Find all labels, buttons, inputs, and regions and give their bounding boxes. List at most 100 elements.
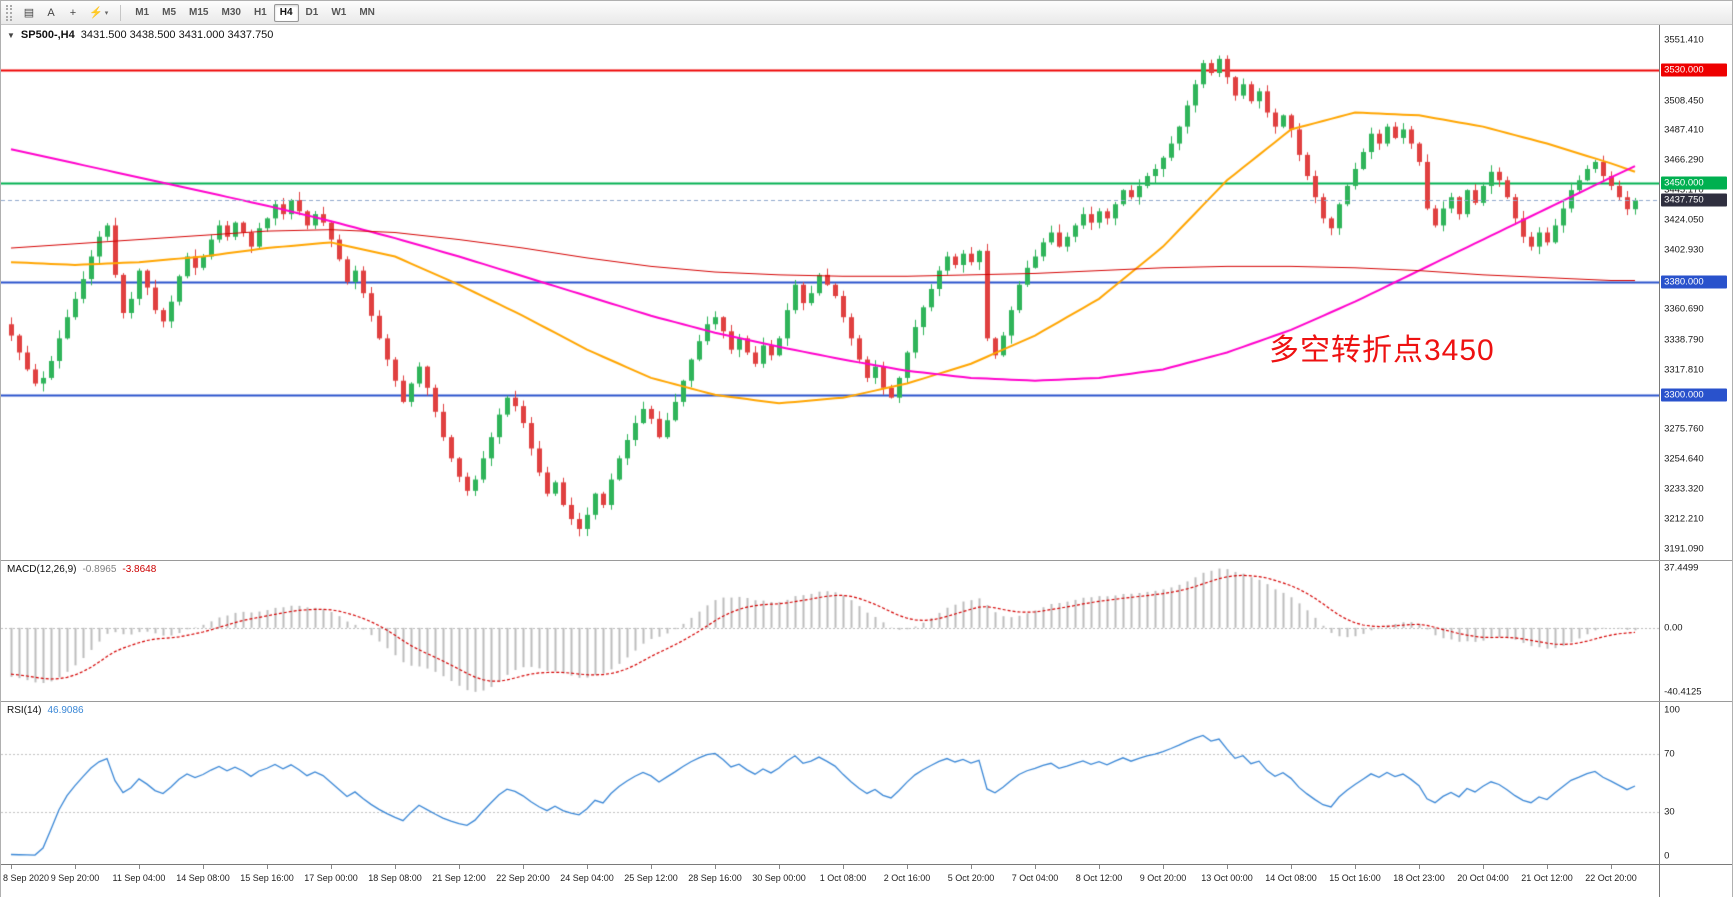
price-axis[interactable]: 3551.410 3508.450 3487.410 3466.290 3445.170… [1659,25,1732,560]
time-tick-mark [203,865,204,869]
time-label: 1 Oct 08:00 [819,873,867,883]
price-badge[interactable]: 3530.000 [1661,63,1728,77]
time-tick-mark [1355,865,1356,869]
time-tick-mark [1291,865,1292,869]
time-tick-mark [715,865,716,869]
rsi-canvas[interactable] [1,702,1660,864]
time-tick-mark [907,865,908,869]
lightning-icon: ⚡ [89,7,103,19]
collapse-icon[interactable]: ▼ [7,30,15,40]
time-label: 20 Oct 04:00 [1457,873,1509,883]
cursor-a-label: A [47,6,55,19]
macd-name: MACD(12,26,9) [7,564,77,575]
toolbar: ▤ A + ⚡ ▾ M1 M5 M15 M30 H1 H4 D1 W1 MN [1,1,1732,25]
time-tick-mark [1227,865,1228,869]
time-label: 11 Sep 04:00 [112,873,166,883]
time-label: 18 Oct 23:00 [1393,873,1445,883]
chart-list-icon[interactable]: ▤ [19,3,39,23]
time-label: 14 Oct 08:00 [1265,873,1317,883]
symbol-period-label: SP500-,H4 [20,29,75,41]
price-tick: 3487.410 [1664,124,1704,136]
time-tick-mark [459,865,460,869]
timeframe-w1[interactable]: W1 [331,7,347,18]
time-tick-mark [779,865,780,869]
macd-axis[interactable]: 37.4499 0.00 -40.4125 [1659,561,1732,701]
timeframe-mn[interactable]: MN [359,7,375,18]
time-label: 5 Oct 20:00 [947,873,995,883]
rsi-label: RSI(14) 46.9086 [7,705,84,716]
chevron-down-icon: ▾ [104,9,109,17]
main-chart-row: ▼ SP500-,H4 3431.500 3438.500 3431.000 3… [1,25,1732,560]
time-label: 22 Oct 20:00 [1585,873,1637,883]
price-tick: 3551.410 [1664,34,1704,46]
price-tick: 3402.930 [1664,244,1704,256]
price-badge[interactable]: 3437.750 [1661,193,1728,207]
crosshair-icon[interactable]: + [63,3,83,23]
time-label: 22 Sep 20:00 [496,873,550,883]
time-label: 7 Oct 04:00 [1011,873,1059,883]
toolbar-separator [120,4,122,21]
macd-plot[interactable]: MACD(12,26,9) -0.8965 -3.8648 [1,561,1660,701]
timeframe-m1[interactable]: M1 [135,7,150,18]
toolbar-drag-handle[interactable] [6,4,12,21]
time-tick-mark [267,865,268,869]
time-label: 8 Sep 2020 [3,873,50,883]
macd-tick: 37.4499 [1664,562,1699,574]
macd-label: MACD(12,26,9) -0.8965 -3.8648 [7,564,156,575]
time-axis-row: 8 Sep 2020 9 Sep 20:00 11 Sep 04:00 14 Sep … [1,864,1732,897]
axis-corner [1659,865,1732,897]
time-label: 28 Sep 16:00 [688,873,742,883]
price-tick: 3508.450 [1664,95,1704,107]
rsi-axis[interactable]: 100 70 30 0 [1659,702,1732,864]
timeframe-h1[interactable]: H1 [253,7,267,18]
crosshair-glyph: + [69,6,77,19]
rsi-tick: 70 [1664,748,1675,760]
ohlc-values: 3431.500 3438.500 3431.000 3437.750 [80,29,274,41]
time-tick-mark [651,865,652,869]
timeframe-m30[interactable]: M30 [221,7,241,18]
price-badge[interactable]: 3450.000 [1661,176,1728,190]
time-label: 15 Sep 16:00 [240,873,294,883]
rsi-value: 46.9086 [47,705,84,716]
cursor-a-button[interactable]: A [41,3,61,23]
macd-panel-row: MACD(12,26,9) -0.8965 -3.8648 37.4499 0.00 -… [1,560,1732,701]
price-badge[interactable]: 3300.000 [1661,388,1728,402]
time-label: 9 Sep 20:00 [50,873,100,883]
rsi-panel-row: RSI(14) 46.9086 100 70 30 0 [1,701,1732,864]
time-tick-mark [1099,865,1100,869]
time-label: 17 Sep 00:00 [304,873,358,883]
time-tick-mark [1163,865,1164,869]
timeframe-d1[interactable]: D1 [305,7,319,18]
macd-canvas[interactable] [1,561,1660,701]
time-label: 8 Oct 12:00 [1075,873,1123,883]
time-tick-mark [75,865,76,869]
price-badge[interactable]: 3380.000 [1661,275,1728,289]
timeframe-h4[interactable]: H4 [273,3,299,22]
main-chart-canvas[interactable] [1,25,1660,560]
macd-value-main: -0.8965 [82,564,117,575]
timeframe-m5[interactable]: M5 [162,7,177,18]
rsi-name: RSI(14) [7,705,42,716]
time-label: 30 Sep 00:00 [752,873,806,883]
price-tick: 3317.810 [1664,364,1704,376]
price-tick: 3191.090 [1664,543,1704,555]
time-axis[interactable]: 8 Sep 2020 9 Sep 20:00 11 Sep 04:00 14 Sep … [1,865,1659,897]
time-label: 18 Sep 08:00 [368,873,422,883]
timeframe-m15[interactable]: M15 [189,7,209,18]
time-tick-mark [395,865,396,869]
main-chart-plot[interactable]: ▼ SP500-,H4 3431.500 3438.500 3431.000 3… [1,25,1660,560]
time-tick-mark [331,865,332,869]
macd-tick: 0.00 [1664,622,1683,634]
quick-tools-dropdown[interactable]: ⚡ ▾ [85,3,112,23]
price-tick: 3360.690 [1664,303,1704,315]
rsi-plot[interactable]: RSI(14) 46.9086 [1,702,1660,864]
time-tick-mark [843,865,844,869]
price-tick: 3275.760 [1664,423,1704,435]
macd-value-signal: -3.8648 [122,564,157,575]
time-tick-mark [1547,865,1548,869]
rsi-tick: 100 [1664,704,1680,716]
macd-tick: -40.4125 [1664,686,1702,698]
time-tick-mark [971,865,972,869]
time-label: 2 Oct 16:00 [883,873,931,883]
